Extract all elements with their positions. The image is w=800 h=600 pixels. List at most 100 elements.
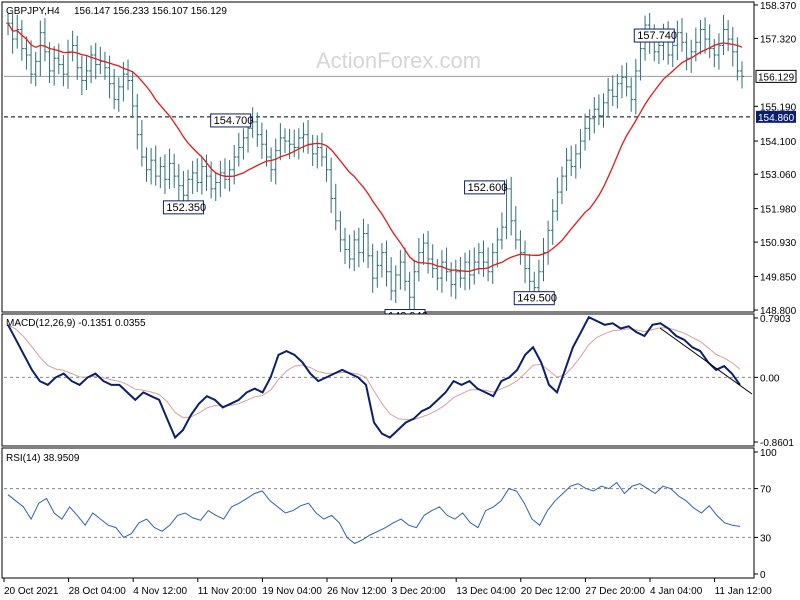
price-bar (439, 250, 444, 293)
price-bar (412, 259, 417, 312)
price-bar (15, 14, 20, 49)
price-bar (167, 148, 172, 189)
price-bar (319, 132, 324, 167)
price-bar (564, 148, 569, 191)
price-bar (583, 113, 588, 151)
price-bar (393, 265, 398, 303)
price-bar (615, 74, 620, 109)
price-bar (190, 160, 195, 194)
price-bar (403, 247, 408, 291)
macd-tick-label: 0.00 (760, 373, 780, 384)
price-bar (716, 33, 721, 70)
price-bar (130, 70, 135, 119)
price-bar (342, 227, 347, 265)
price-grid (4, 75, 752, 118)
price-bar (679, 18, 684, 52)
macd-tick-label: -0.8601 (760, 438, 794, 449)
price-bar (347, 234, 352, 269)
price-bar (301, 122, 306, 153)
price-annotation: 152.600 (464, 180, 507, 195)
annotation-box (162, 200, 204, 215)
price-bar (730, 26, 735, 67)
price-bar (707, 24, 712, 59)
rsi-tick-label: 70 (760, 485, 772, 496)
price-tick-label: 149.850 (760, 273, 797, 284)
price-tick-label: 158.370 (760, 1, 797, 12)
price-bar (250, 107, 255, 138)
price-bar (499, 212, 504, 250)
price-bar (569, 145, 574, 177)
price-bar (269, 147, 274, 182)
annotation-box (464, 180, 506, 195)
macd-axis: 0.7903 0.00 -0.8601 (754, 314, 794, 449)
price-bar (435, 259, 440, 291)
price-bars (6, 11, 744, 312)
moving-average-line (7, 22, 743, 273)
price-tick-label: 150.930 (760, 238, 797, 249)
annotation-box (513, 291, 555, 306)
price-bar (24, 36, 29, 70)
price-bar (126, 59, 131, 91)
price-bar (426, 230, 431, 274)
macd-panel: MACD(12,26,9) -0.1351 0.0355 (1, 313, 755, 447)
price-bar (172, 153, 177, 189)
price-bar (384, 240, 389, 287)
price-panel-border (1, 1, 755, 313)
price-bar (573, 144, 578, 179)
price-bar (176, 164, 181, 201)
price-bar (324, 147, 329, 182)
price-bar (292, 129, 297, 157)
macd-header: MACD(12,26,9) -0.1351 0.0355 (6, 318, 146, 329)
price-bar (38, 20, 43, 77)
x-tick-label: 28 Oct 04:00 (69, 586, 127, 597)
price-bar (703, 17, 708, 54)
x-tick-label: 13 Dec 04:00 (456, 586, 516, 597)
x-tick-label: 19 Nov 04:00 (262, 586, 322, 597)
price-bar (79, 55, 84, 96)
price-bar (264, 129, 269, 167)
price-bar (195, 158, 200, 193)
price-annotation: 154.700 (210, 113, 253, 128)
price-bar (430, 244, 435, 279)
rsi-axis: 100 70 30 0 (754, 448, 777, 581)
price-bar (213, 172, 218, 201)
current-price-label: 156.129 (758, 72, 795, 83)
price-bar (181, 171, 186, 205)
price-bar (449, 262, 454, 297)
price-tick-label: 157.320 (760, 34, 797, 45)
price-bar (56, 43, 61, 75)
price-bar (209, 161, 214, 199)
rsi-panel-border (1, 447, 755, 579)
price-tick-label: 151.980 (760, 205, 797, 216)
price-bar (93, 42, 98, 80)
price-bar (472, 247, 477, 285)
rsi-grid (4, 488, 752, 538)
price-bar (296, 128, 301, 160)
price-bar (389, 257, 394, 301)
price-bar (199, 157, 204, 195)
x-tick-label: 11 Jan 12:00 (715, 586, 773, 597)
price-bar (592, 97, 597, 134)
price-header: GBPJPY,H4 (6, 6, 60, 17)
price-bar (619, 65, 624, 99)
price-bar (370, 243, 375, 293)
price-bar (712, 39, 717, 68)
price-bar (633, 58, 638, 115)
price-bar (375, 250, 380, 288)
price-bar (19, 19, 24, 61)
price-axis: 158.370 157.320 155.190 154.100 153.060 151.9… (754, 1, 797, 317)
price-bar (149, 148, 154, 185)
price-bar (495, 227, 500, 268)
price-bar (509, 176, 514, 236)
x-tick-label: 3 Dec 20:00 (392, 586, 446, 597)
price-bar (726, 19, 731, 52)
price-bar (467, 250, 472, 290)
price-tick-label: 153.060 (760, 170, 797, 181)
price-bar (735, 37, 740, 81)
price-bar (162, 154, 167, 194)
price-bar (527, 253, 532, 291)
price-annotation: 152.350 (162, 200, 206, 215)
price-bar (42, 18, 47, 62)
